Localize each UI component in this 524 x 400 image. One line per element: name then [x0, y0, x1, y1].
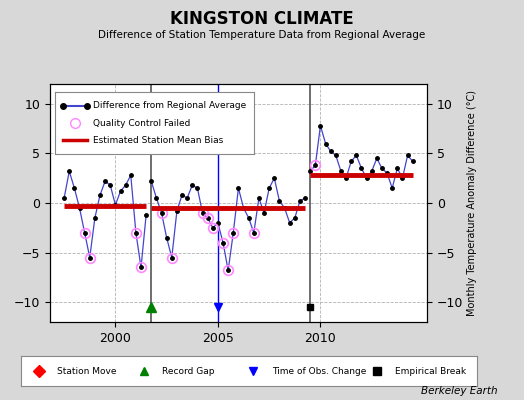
Text: Time of Obs. Change: Time of Obs. Change: [271, 366, 366, 376]
Text: Quality Control Failed: Quality Control Failed: [93, 118, 190, 128]
Text: KINGSTON CLIMATE: KINGSTON CLIMATE: [170, 10, 354, 28]
Text: Difference from Regional Average: Difference from Regional Average: [93, 101, 246, 110]
Text: Empirical Break: Empirical Break: [395, 366, 466, 376]
Text: Record Gap: Record Gap: [162, 366, 215, 376]
Text: Berkeley Earth: Berkeley Earth: [421, 386, 498, 396]
Text: Estimated Station Mean Bias: Estimated Station Mean Bias: [93, 136, 223, 145]
Y-axis label: Monthly Temperature Anomaly Difference (°C): Monthly Temperature Anomaly Difference (…: [467, 90, 477, 316]
Text: Station Move: Station Move: [58, 366, 117, 376]
Text: Difference of Station Temperature Data from Regional Average: Difference of Station Temperature Data f…: [99, 30, 425, 40]
